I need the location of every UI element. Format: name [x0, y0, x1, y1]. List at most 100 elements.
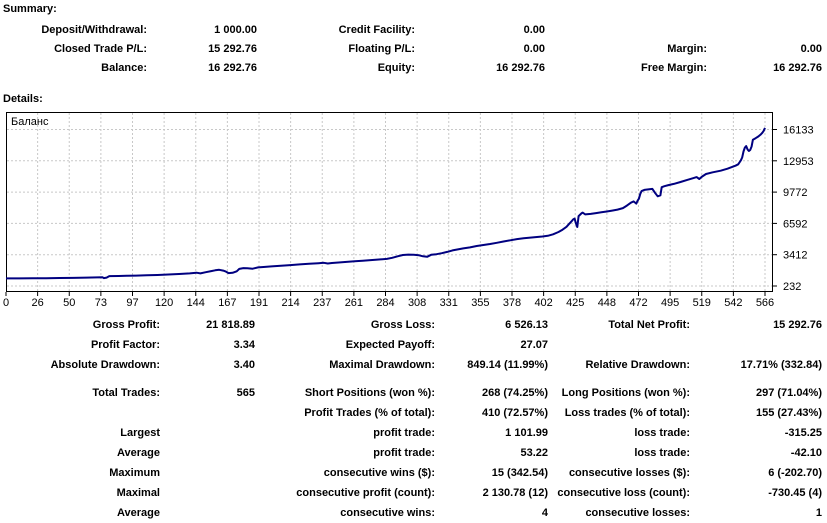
x-tick-label: 448 [598, 297, 616, 309]
stat-value: 16 292.76 [496, 61, 545, 74]
stat-value: 15 (342.54) [491, 467, 548, 479]
x-tick-label: 331 [440, 297, 458, 309]
report-row: Closed Trade P/L: 15 292.76 Floating P/L: 0… [0, 39, 822, 58]
stat-label: consecutive loss (count): [557, 487, 690, 499]
summary-heading: Summary: [3, 3, 57, 15]
stat-value [160, 403, 255, 423]
stat-label: consecutive wins: [340, 507, 435, 519]
x-tick-label: 191 [250, 297, 268, 309]
stat-value: 53.22 [520, 447, 548, 459]
x-tick-label: 284 [376, 297, 394, 309]
stat-label: Gross Profit: [92, 319, 160, 331]
report-row: Maximal consecutive profit (count): 2 130.… [0, 483, 822, 503]
stat-label: Maximal [116, 487, 160, 499]
report-row: Total Trades: 565 Short Positions (won %):… [0, 383, 822, 403]
report-row: Gross Profit: 21 818.89 Gross Loss: 6 526.1… [0, 315, 822, 335]
x-tick-label: 120 [155, 297, 173, 309]
stat-label: Maximum [109, 467, 160, 479]
stat-label: Expected Payoff: [345, 339, 435, 351]
x-tick-label: 214 [281, 297, 299, 309]
stat-label: Credit Facility: [338, 23, 415, 36]
x-tick-label: 237 [313, 297, 331, 309]
x-tick-label: 261 [345, 297, 363, 309]
report-row: Maximum consecutive wins ($): 15 (342.54) c… [0, 463, 822, 483]
stat-label: Floating P/L: [348, 42, 415, 55]
stat-value: 6 526.13 [505, 319, 548, 331]
stat-label: Long Positions (won %): [561, 387, 690, 399]
stat-label: profit trade: [373, 447, 435, 459]
x-tick-label: 73 [95, 297, 107, 309]
x-tick-label: 167 [218, 297, 236, 309]
stat-value: 2 130.78 (12) [482, 487, 548, 499]
stat-label: Equity: [377, 61, 415, 74]
balance-chart: 0 26 50 73 97 120 144 167 191 214 237 261 284 308 331 3… [3, 112, 814, 309]
chart-plot-border [6, 112, 773, 292]
stat-label: Largest [120, 427, 160, 439]
x-tick-label: 308 [408, 297, 426, 309]
stat-value: 4 [541, 507, 548, 519]
stat-value: 297 (71.04%) [755, 387, 822, 399]
stat-value: 410 (72.57%) [481, 407, 548, 419]
x-tick-label: 495 [661, 297, 679, 309]
stat-value: 1 101.99 [505, 427, 548, 439]
stat-value: 0.00 [523, 23, 545, 36]
x-tick-label: 97 [126, 297, 138, 309]
stat-label: Deposit/Withdrawal: [41, 23, 147, 36]
x-tick-label: 425 [566, 297, 584, 309]
stat-label: consecutive losses ($): [568, 467, 690, 479]
stat-label: Total Trades: [92, 387, 160, 399]
stat-label: Short Positions (won %): [304, 387, 435, 399]
stat-label: loss trade: [634, 447, 690, 459]
stat-value: 15 292.76 [773, 319, 822, 331]
stat-label: Maximal Drawdown: [329, 359, 435, 371]
stat-value: 17.71% (332.84) [740, 359, 822, 371]
stat-label [0, 403, 160, 423]
stat-value: 16 292.76 [773, 61, 822, 74]
stat-label: Absolute Drawdown: [50, 359, 160, 371]
stat-label: Margin: [667, 42, 707, 55]
stat-value [160, 503, 255, 523]
stat-value: -42.10 [790, 447, 822, 459]
stat-value [160, 463, 255, 483]
stat-label: Total Net Profit: [608, 319, 690, 331]
report-row: Average consecutive wins: 4 consecutive los… [0, 503, 822, 523]
stat-label: Profit Trades (% of total): [304, 407, 435, 419]
trade-stats-table: Total Trades: 565 Short Positions (won %):… [0, 383, 822, 523]
x-tick-label: 519 [693, 297, 711, 309]
stat-label: Average [116, 507, 160, 519]
report-row: Profit Trades (% of total): 410 (72.57%) L… [0, 403, 822, 423]
y-tick-label: 232 [783, 281, 801, 293]
stat-value [160, 483, 255, 503]
stat-value [160, 423, 255, 443]
x-tick-label: 566 [756, 297, 774, 309]
stat-value: 6 (-202.70) [768, 467, 822, 479]
report-row: Profit Factor: 3.34 Expected Payoff: 27.07 [0, 335, 822, 355]
stat-value: 1 [815, 507, 822, 519]
stat-value: 1 000.00 [214, 23, 257, 36]
stat-label: Profit Factor: [90, 339, 160, 351]
report-row: Balance: 16 292.76 Equity: 16 292.76 Free Ma… [0, 58, 822, 77]
y-tick-label: 12953 [783, 156, 814, 168]
y-tick-label: 3412 [783, 250, 807, 262]
x-tick-label: 378 [503, 297, 521, 309]
stat-value: 3.34 [233, 339, 255, 351]
results-table: Gross Profit: 21 818.89 Gross Loss: 6 526.1… [0, 315, 822, 375]
stat-label [548, 335, 690, 355]
report-row: Largest profit trade: 1 101.99 loss trade: -… [0, 423, 822, 443]
x-tick-label: 402 [534, 297, 552, 309]
stat-value: 0.00 [523, 42, 545, 55]
stat-label: loss trade: [634, 427, 690, 439]
x-tick-label: 542 [724, 297, 742, 309]
stat-value [690, 335, 822, 355]
x-tick-label: 50 [63, 297, 75, 309]
stat-label: consecutive losses: [585, 507, 690, 519]
stat-label: consecutive profit (count): [296, 487, 435, 499]
stat-value: 849.14 (11.99%) [467, 359, 548, 371]
details-heading: Details: [3, 93, 43, 105]
x-tick-label: 0 [3, 297, 9, 309]
x-tick-label: 144 [187, 297, 205, 309]
stat-label: Balance: [101, 61, 147, 74]
stat-value: 16 292.76 [208, 61, 257, 74]
y-tick-label: 9772 [783, 187, 807, 199]
